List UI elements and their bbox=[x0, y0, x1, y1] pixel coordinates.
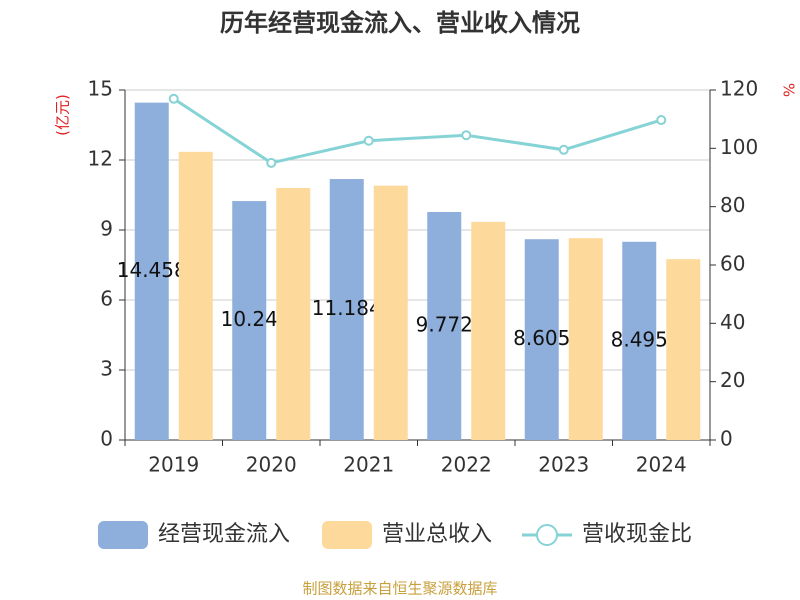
y-tick-label: 3 bbox=[100, 357, 113, 381]
y-tick-label: 12 bbox=[88, 147, 113, 171]
x-tick-label: 2020 bbox=[246, 453, 297, 477]
chart-title: 历年经营现金流入、营业收入情况 bbox=[220, 9, 580, 37]
y-axis-label: (亿元) bbox=[54, 94, 72, 136]
value-label: 8.605 bbox=[513, 326, 570, 350]
legend-label: 经营现金流入 bbox=[158, 522, 290, 547]
source-note: 制图数据来自恒生聚源数据库 bbox=[302, 580, 497, 598]
legend-label: 营收现金比 bbox=[582, 522, 692, 547]
x-tick-label: 2024 bbox=[636, 453, 687, 477]
bar bbox=[666, 259, 701, 440]
bar bbox=[373, 185, 408, 440]
y2-tick-label: 100 bbox=[720, 135, 758, 159]
bar bbox=[524, 239, 559, 440]
y2-tick-label: 60 bbox=[720, 252, 745, 276]
bar bbox=[178, 151, 213, 441]
y2-tick-label: 80 bbox=[720, 193, 745, 217]
x-tick-label: 2023 bbox=[538, 453, 589, 477]
y2-tick-label: 0 bbox=[720, 427, 733, 451]
bar bbox=[134, 102, 169, 440]
bar bbox=[232, 201, 267, 440]
value-label: 11.184 bbox=[312, 296, 382, 320]
value-label: 14.458 bbox=[117, 258, 187, 282]
y2-tick-label: 120 bbox=[720, 77, 758, 101]
legend-marker bbox=[536, 524, 558, 546]
line-point bbox=[558, 144, 569, 155]
y-tick-label: 9 bbox=[100, 217, 113, 241]
legend-swatch bbox=[98, 521, 148, 549]
bar bbox=[471, 221, 506, 440]
bar bbox=[568, 238, 603, 440]
y2-tick-label: 20 bbox=[720, 368, 745, 392]
y2-axis-label: % bbox=[780, 83, 798, 97]
y-tick-label: 15 bbox=[88, 77, 113, 101]
line-point bbox=[461, 130, 472, 141]
value-label: 10.24 bbox=[221, 307, 278, 331]
value-label: 8.495 bbox=[611, 327, 668, 351]
y-tick-label: 6 bbox=[100, 287, 113, 311]
value-label: 9.772 bbox=[416, 312, 473, 336]
bar bbox=[329, 179, 364, 441]
x-tick-label: 2022 bbox=[441, 453, 492, 477]
legend-label: 营业总收入 bbox=[382, 522, 492, 547]
bar bbox=[622, 241, 657, 440]
y2-tick-label: 40 bbox=[720, 310, 745, 334]
bar bbox=[427, 211, 462, 440]
line-point bbox=[168, 93, 179, 104]
x-tick-label: 2021 bbox=[343, 453, 394, 477]
line-point bbox=[266, 157, 277, 168]
y-tick-label: 0 bbox=[100, 427, 113, 451]
line-point bbox=[656, 115, 667, 126]
line-point bbox=[363, 135, 374, 146]
legend-swatch bbox=[322, 521, 372, 549]
x-tick-label: 2019 bbox=[148, 453, 199, 477]
bar bbox=[276, 188, 311, 440]
line bbox=[172, 97, 662, 165]
